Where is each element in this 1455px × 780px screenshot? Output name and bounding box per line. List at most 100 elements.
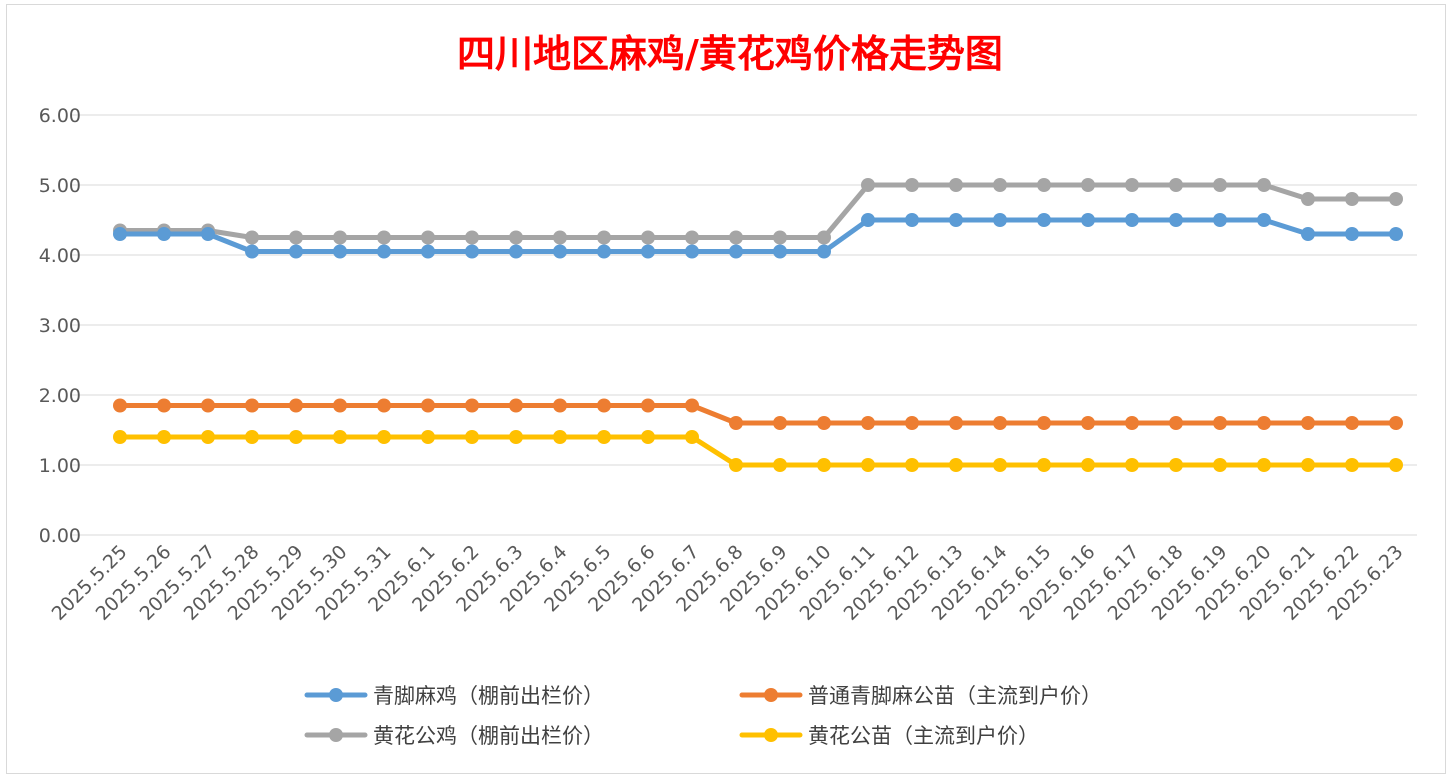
data-point [1125, 213, 1139, 227]
x-axis: 2025.5.252025.5.262025.5.272025.5.282025… [48, 541, 1408, 625]
data-point [1037, 213, 1051, 227]
data-point [157, 227, 171, 241]
data-point [201, 398, 215, 413]
data-point [377, 430, 391, 444]
legend-swatch-marker [329, 688, 343, 702]
data-point [333, 430, 347, 444]
data-point [465, 398, 479, 413]
data-point [553, 398, 567, 413]
data-point [1169, 178, 1183, 192]
data-point [421, 244, 435, 259]
data-point [949, 178, 963, 192]
data-point [1389, 192, 1403, 206]
data-point [685, 244, 699, 259]
legend-item: 青脚麻鸡（棚前出栏价） [304, 684, 604, 708]
data-point [1345, 192, 1359, 206]
data-point [993, 458, 1007, 472]
legend-label: 黄花公苗（主流到户价） [808, 724, 1039, 748]
legend-item: 黄花公苗（主流到户价） [739, 724, 1039, 748]
legend-swatch-marker [764, 688, 778, 702]
data-point [597, 244, 611, 259]
legend-swatch-marker [764, 728, 778, 742]
data-point [773, 458, 787, 472]
data-point [685, 230, 699, 245]
data-point [289, 230, 303, 245]
data-point [289, 430, 303, 444]
data-point [1257, 458, 1271, 472]
legend-label: 青脚麻鸡（棚前出栏价） [373, 684, 604, 708]
series-layer [113, 178, 1403, 472]
data-point [905, 178, 919, 192]
data-point [1213, 458, 1227, 472]
data-point [1345, 227, 1359, 241]
data-point [641, 430, 655, 444]
data-point [993, 213, 1007, 227]
data-point [641, 244, 655, 259]
y-tick-label: 2.00 [39, 385, 81, 407]
data-point [289, 244, 303, 259]
data-point [773, 230, 787, 245]
data-point [509, 244, 523, 259]
data-point [421, 398, 435, 413]
data-point [1257, 213, 1271, 227]
data-point [1081, 213, 1095, 227]
data-point [245, 398, 259, 413]
data-point [509, 430, 523, 444]
data-point [1081, 178, 1095, 192]
y-tick-label: 0.00 [39, 525, 81, 547]
data-point [861, 416, 875, 430]
data-point [905, 458, 919, 472]
data-point [1345, 458, 1359, 472]
data-point [157, 398, 171, 413]
data-point [1037, 458, 1051, 472]
data-point [773, 244, 787, 259]
data-point [597, 430, 611, 444]
legend-label: 普通青脚麻公苗（主流到户价） [808, 684, 1102, 708]
data-point [817, 458, 831, 472]
data-point [1169, 416, 1183, 430]
data-point [245, 230, 259, 245]
data-point [817, 244, 831, 259]
data-point [113, 430, 127, 444]
data-point [1081, 416, 1095, 430]
data-point [949, 458, 963, 472]
data-point [421, 430, 435, 444]
series-line [117, 434, 1399, 468]
data-point [333, 244, 347, 259]
data-point [509, 398, 523, 413]
data-point [905, 416, 919, 430]
data-point [1301, 227, 1315, 241]
data-point [201, 227, 215, 241]
data-point [949, 416, 963, 430]
data-point [729, 416, 743, 430]
data-point [1257, 178, 1271, 192]
y-tick-label: 6.00 [39, 105, 81, 127]
data-point [905, 213, 919, 227]
data-point [245, 430, 259, 444]
data-point [993, 178, 1007, 192]
data-point [1125, 458, 1139, 472]
data-point [685, 430, 699, 444]
data-point [597, 398, 611, 413]
data-point [421, 230, 435, 245]
series-0 [113, 213, 1403, 259]
legend-item: 普通青脚麻公苗（主流到户价） [739, 684, 1102, 708]
data-point [1037, 178, 1051, 192]
data-point [553, 230, 567, 245]
data-point [333, 230, 347, 245]
data-point [1213, 213, 1227, 227]
data-point [1301, 458, 1315, 472]
data-point [597, 230, 611, 245]
data-point [465, 230, 479, 245]
y-tick-label: 1.00 [39, 455, 81, 477]
data-point [1125, 178, 1139, 192]
data-point [1301, 192, 1315, 206]
legend: 青脚麻鸡（棚前出栏价） 普通青脚麻公苗（主流到户价） 黄花公鸡（棚前出栏价） 黄花公苗… [304, 684, 1102, 748]
y-axis: 0.00 1.00 2.00 3.00 4.00 5.00 6.00 [39, 105, 81, 547]
data-point [1389, 227, 1403, 241]
series-2 [113, 178, 1403, 245]
data-point [685, 398, 699, 413]
data-point [1213, 416, 1227, 430]
data-point [553, 244, 567, 259]
chart-frame: 四川地区麻鸡/黄花鸡价格走势图 0.00 1.00 2.00 3.00 4.00 5.00… [6, 4, 1446, 774]
